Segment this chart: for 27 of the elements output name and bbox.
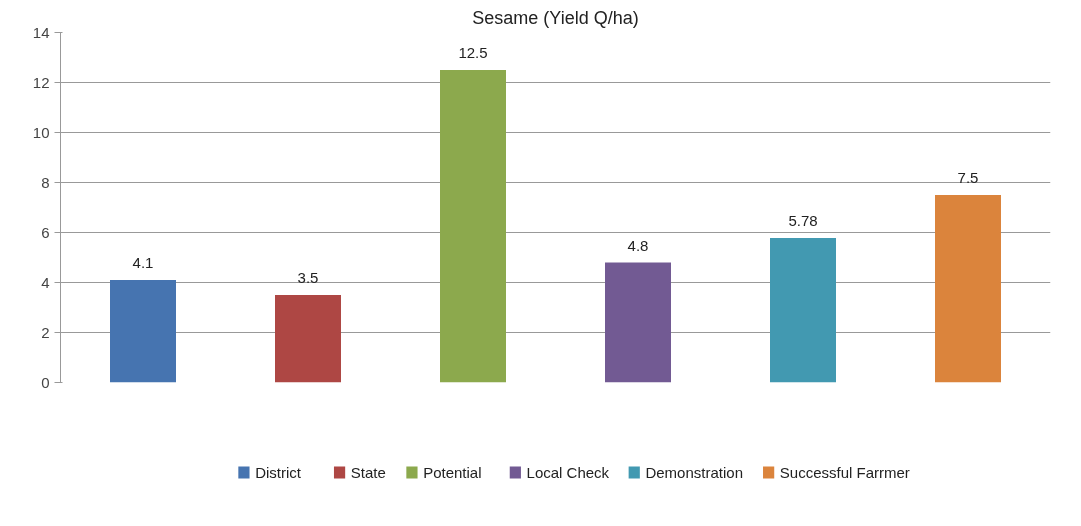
bar xyxy=(605,262,671,383)
y-tick-label: 8 xyxy=(41,173,50,191)
legend-label: Local Check xyxy=(526,464,610,481)
bar xyxy=(935,195,1001,383)
y-tick-label: 12 xyxy=(32,73,50,91)
legend-label: Potential xyxy=(423,464,482,481)
bar xyxy=(110,280,176,383)
bar xyxy=(770,238,836,383)
bar xyxy=(440,70,506,383)
legend-label: Demonstration xyxy=(645,464,743,481)
legend-label: State xyxy=(350,464,386,481)
data-label: 4.8 xyxy=(627,236,649,254)
y-tick-label: 14 xyxy=(32,23,50,41)
chart-title: Sesame (Yield Q/ha) xyxy=(472,7,639,28)
y-tick-label: 2 xyxy=(41,323,50,341)
data-label: 5.78 xyxy=(788,212,818,229)
y-tick-label: 4 xyxy=(41,273,50,291)
y-tick-label: 0 xyxy=(41,373,50,391)
legend-label: Successful Farrmer xyxy=(779,464,910,481)
data-label: 4.1 xyxy=(132,254,154,271)
legend-label: District xyxy=(255,464,302,481)
bar xyxy=(275,295,341,383)
data-label: 12.5 xyxy=(458,44,488,61)
data-label: 3.5 xyxy=(297,269,319,286)
y-tick-label: 10 xyxy=(32,123,50,141)
y-tick-label: 6 xyxy=(41,223,50,241)
data-label: 7.5 xyxy=(957,169,979,186)
